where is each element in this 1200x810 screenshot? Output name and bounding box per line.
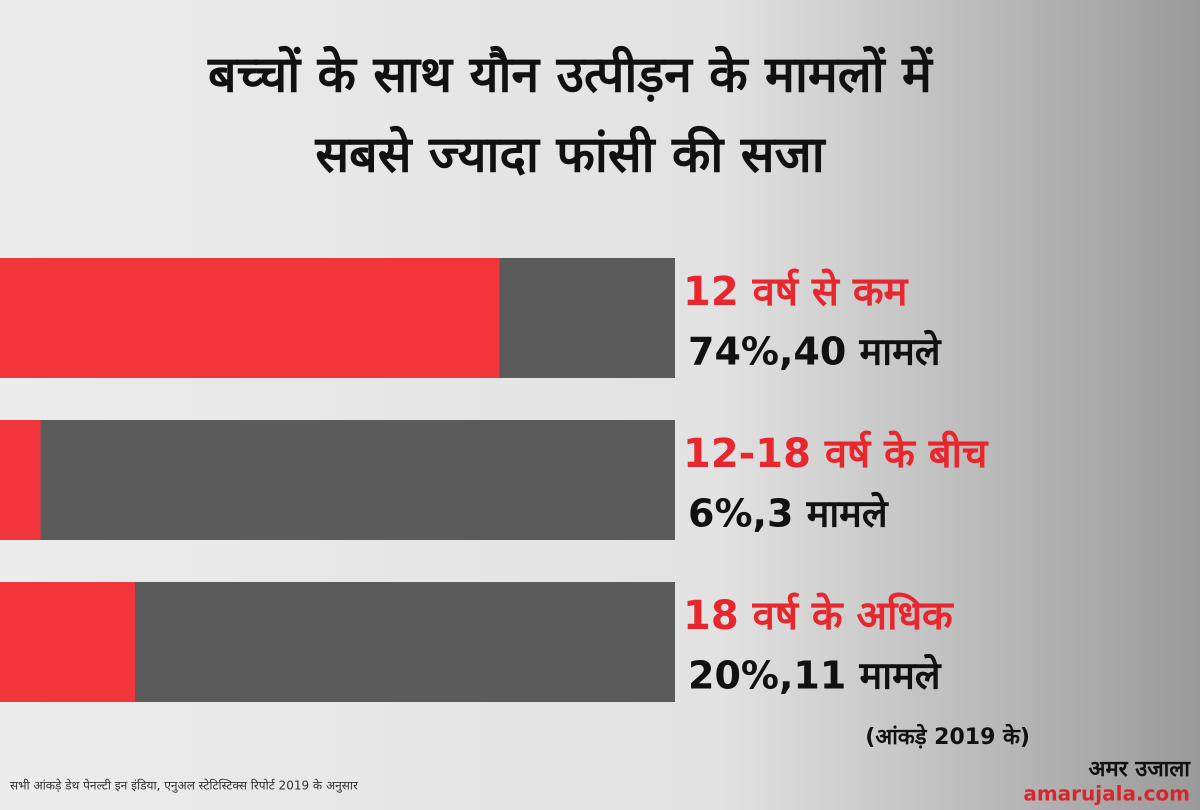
logo-url: amarujala.com xyxy=(1023,782,1190,806)
category-label: 12 वर्ष से कम xyxy=(683,268,910,315)
category-label: 12-18 वर्ष के बीच xyxy=(683,430,989,477)
note: (आंकड़े 2019 के) xyxy=(865,723,1030,750)
logo: अमर उजाला xyxy=(1089,757,1192,782)
chart-title: सबसे ज्यादा फांसी की सजा xyxy=(314,126,826,184)
value-label: 6%,3 मामले xyxy=(688,492,889,536)
chart-title: बच्चों के साथ यौन उत्पीड़न के मामलों में xyxy=(207,46,934,104)
bar xyxy=(0,258,500,378)
value-label: 20%,11 मामले xyxy=(688,654,942,698)
bar-track xyxy=(0,420,675,540)
source: सभी आंकड़े डेथ पेनल्टी इन इंडिया, एनुअल … xyxy=(10,779,359,794)
value-label: 74%,40 मामले xyxy=(688,330,942,374)
category-label: 18 वर्ष के अधिक xyxy=(683,592,954,639)
bar xyxy=(0,582,135,702)
bar xyxy=(0,420,41,540)
